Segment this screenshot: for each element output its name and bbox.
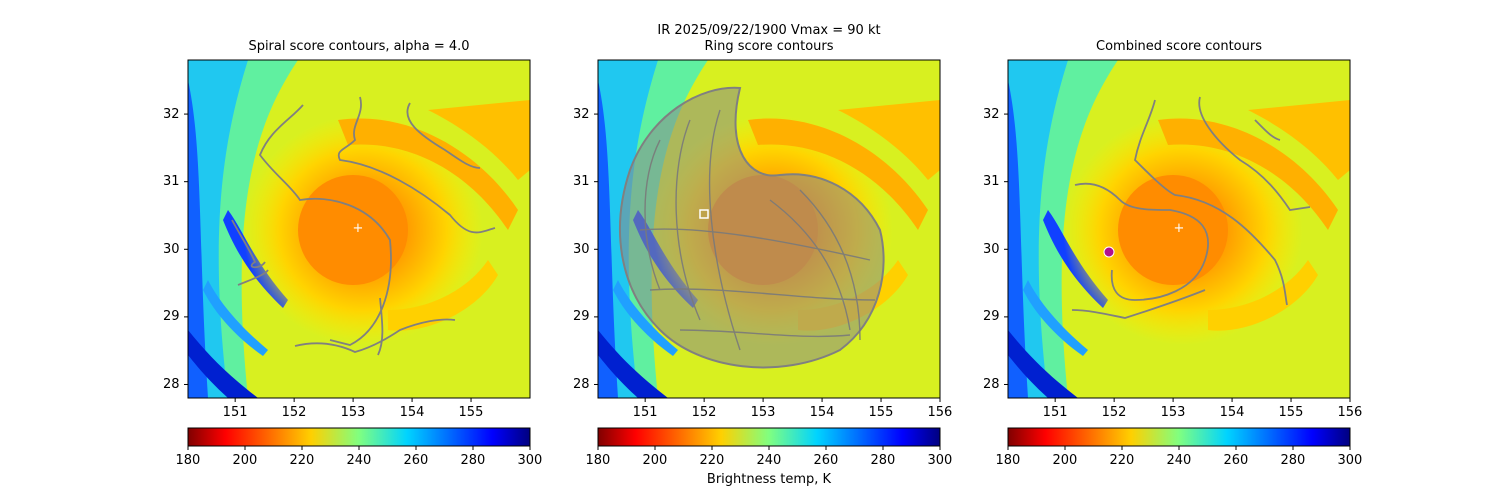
x-tick-label: 156	[927, 404, 953, 420]
colorbar-tick-label: 240	[756, 452, 782, 468]
panel-title-spiral: Spiral score contours, alpha = 4.0	[248, 39, 470, 54]
y-tick-label: 31	[573, 174, 590, 190]
colorbar-tick-label: 180	[175, 452, 201, 468]
panel-title-combined: Combined score contours	[1096, 39, 1262, 54]
x-tick-label: 152	[691, 404, 717, 420]
figure-suptitle: IR 2025/09/22/1900 Vmax = 90 kt	[657, 23, 881, 38]
combined-center-marker-plus: +	[1174, 221, 1185, 236]
y-tick-label: 31	[163, 174, 180, 190]
colorbar-tick-label: 280	[870, 452, 896, 468]
colorbar-tick-label: 240	[346, 452, 372, 468]
y-tick-label: 30	[573, 241, 590, 257]
y-tick-label: 28	[163, 376, 180, 392]
y-tick-label: 32	[573, 106, 590, 122]
x-tick-label: 152	[281, 404, 307, 420]
x-tick-label: 155	[1278, 404, 1304, 420]
colorbar-tick-label: 300	[1337, 452, 1363, 468]
x-tick-label: 152	[1101, 404, 1127, 420]
colorbar-spiral	[187, 427, 531, 447]
panel-ring	[597, 59, 941, 399]
y-tick-label: 28	[983, 376, 1000, 392]
colorbar-tick-label: 260	[1223, 452, 1249, 468]
colorbar-tick-label: 300	[517, 452, 543, 468]
x-tick-label: 154	[809, 404, 835, 420]
y-tick-label: 32	[163, 106, 180, 122]
colorbar-tick-label: 180	[585, 452, 611, 468]
colorbar-tick-label: 260	[403, 452, 429, 468]
x-tick-label: 154	[1219, 404, 1245, 420]
y-tick-label: 28	[573, 376, 590, 392]
spiral-contours	[231, 96, 496, 356]
x-tick-label: 153	[1160, 404, 1186, 420]
panel-title-ring: Ring score contours	[704, 39, 834, 54]
colorbar-tick-label: 280	[1280, 452, 1306, 468]
colorbar-tick-label: 280	[460, 452, 486, 468]
y-tick-label: 29	[163, 309, 180, 325]
colorbar-tick-label: 240	[1166, 452, 1192, 468]
panel-ring-frame	[597, 59, 941, 399]
colorbar-tick-label: 200	[642, 452, 668, 468]
colorbar-tick-label: 180	[995, 452, 1021, 468]
x-tick-label: 151	[1042, 404, 1068, 420]
x-tick-label: 154	[399, 404, 425, 420]
x-tick-label: 151	[222, 404, 248, 420]
colorbar-tick-label: 220	[1109, 452, 1135, 468]
combined-center-marker-circle	[1103, 246, 1115, 258]
y-tick-label: 31	[983, 174, 1000, 190]
y-tick-label: 30	[983, 241, 1000, 257]
colorbar-tick-label: 260	[813, 452, 839, 468]
panel-combined-frame	[1007, 59, 1351, 399]
colorbar-ring	[597, 427, 941, 447]
x-tick-label: 155	[868, 404, 894, 420]
colorbar-tick-label: 220	[289, 452, 315, 468]
y-tick-label: 29	[983, 309, 1000, 325]
colorbar-combined	[1007, 427, 1351, 447]
colorbar-tick-label: 300	[927, 452, 953, 468]
panel-spiral-frame	[187, 59, 531, 399]
panel-combined: +	[1007, 59, 1351, 399]
panel-spiral: +	[187, 59, 531, 399]
x-tick-label: 153	[340, 404, 366, 420]
y-tick-label: 30	[163, 241, 180, 257]
colorbar-label: Brightness temp, K	[706, 472, 832, 487]
colorbar-tick-label: 200	[1052, 452, 1078, 468]
colorbar-tick-label: 220	[699, 452, 725, 468]
x-tick-label: 156	[1337, 404, 1363, 420]
spiral-center-marker: +	[353, 221, 364, 236]
x-tick-label: 151	[632, 404, 658, 420]
x-tick-label: 155	[458, 404, 484, 420]
x-tick-label: 153	[750, 404, 776, 420]
y-tick-label: 32	[983, 106, 1000, 122]
colorbar-tick-label: 200	[232, 452, 258, 468]
ring-center-marker	[699, 209, 709, 219]
combined-contours	[1071, 96, 1311, 319]
y-tick-label: 29	[573, 309, 590, 325]
